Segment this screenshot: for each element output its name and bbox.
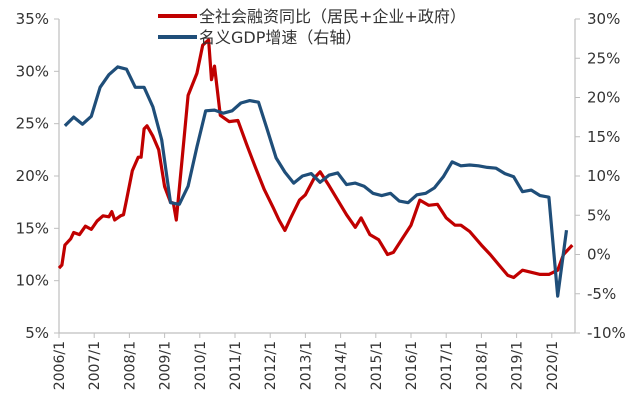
x-tick-label: 2013/1 xyxy=(298,341,314,390)
legend-label-gdp: 名义GDP增速（右轴） xyxy=(199,28,361,47)
left-tick-label: 25% xyxy=(16,115,49,133)
x-tick-label: 2006/1 xyxy=(52,341,68,390)
x-tick-label: 2020/1 xyxy=(545,341,561,390)
x-tick-label: 2009/1 xyxy=(158,341,174,390)
x-tick-label: 2007/1 xyxy=(87,341,103,390)
right-tick-label: 15% xyxy=(587,128,620,146)
left-tick-label: 35% xyxy=(16,10,49,28)
left-tick-label: 20% xyxy=(16,167,49,185)
x-tick-label: 2018/1 xyxy=(474,341,490,390)
left-tick-label: 15% xyxy=(16,219,49,237)
right-tick-label: 20% xyxy=(587,89,620,107)
x-tick-label: 2014/1 xyxy=(334,341,350,390)
x-tick-label: 2012/1 xyxy=(263,341,279,390)
x-tick-label: 2017/1 xyxy=(439,341,455,390)
right-tick-label: 0% xyxy=(587,246,611,264)
x-tick-label: 2015/1 xyxy=(369,341,385,390)
x-tick-label: 2019/1 xyxy=(510,341,526,390)
x-tick-label: 2011/1 xyxy=(228,341,244,390)
right-tick-label: 5% xyxy=(587,206,611,224)
series-line-gdp xyxy=(65,67,567,296)
left-tick-label: 5% xyxy=(25,324,49,342)
right-tick-label: -10% xyxy=(587,324,626,342)
legend-label-financing: 全社会融资同比（居民+企业+政府） xyxy=(199,7,466,26)
left-tick-label: 10% xyxy=(16,272,49,290)
x-tick-label: 2010/1 xyxy=(193,341,209,390)
right-tick-label: 10% xyxy=(587,167,620,185)
x-tick-label: 2016/1 xyxy=(404,341,420,390)
right-tick-label: 30% xyxy=(587,10,620,28)
series-points xyxy=(65,67,567,296)
series-line-financing xyxy=(59,40,572,278)
legend: 全社会融资同比（居民+企业+政府） 名义GDP增速（右轴） xyxy=(158,7,466,47)
x-tick-label: 2008/1 xyxy=(122,341,138,390)
right-tick-label: -5% xyxy=(587,285,616,303)
left-tick-label: 30% xyxy=(16,62,49,80)
right-tick-label: 25% xyxy=(587,49,620,67)
